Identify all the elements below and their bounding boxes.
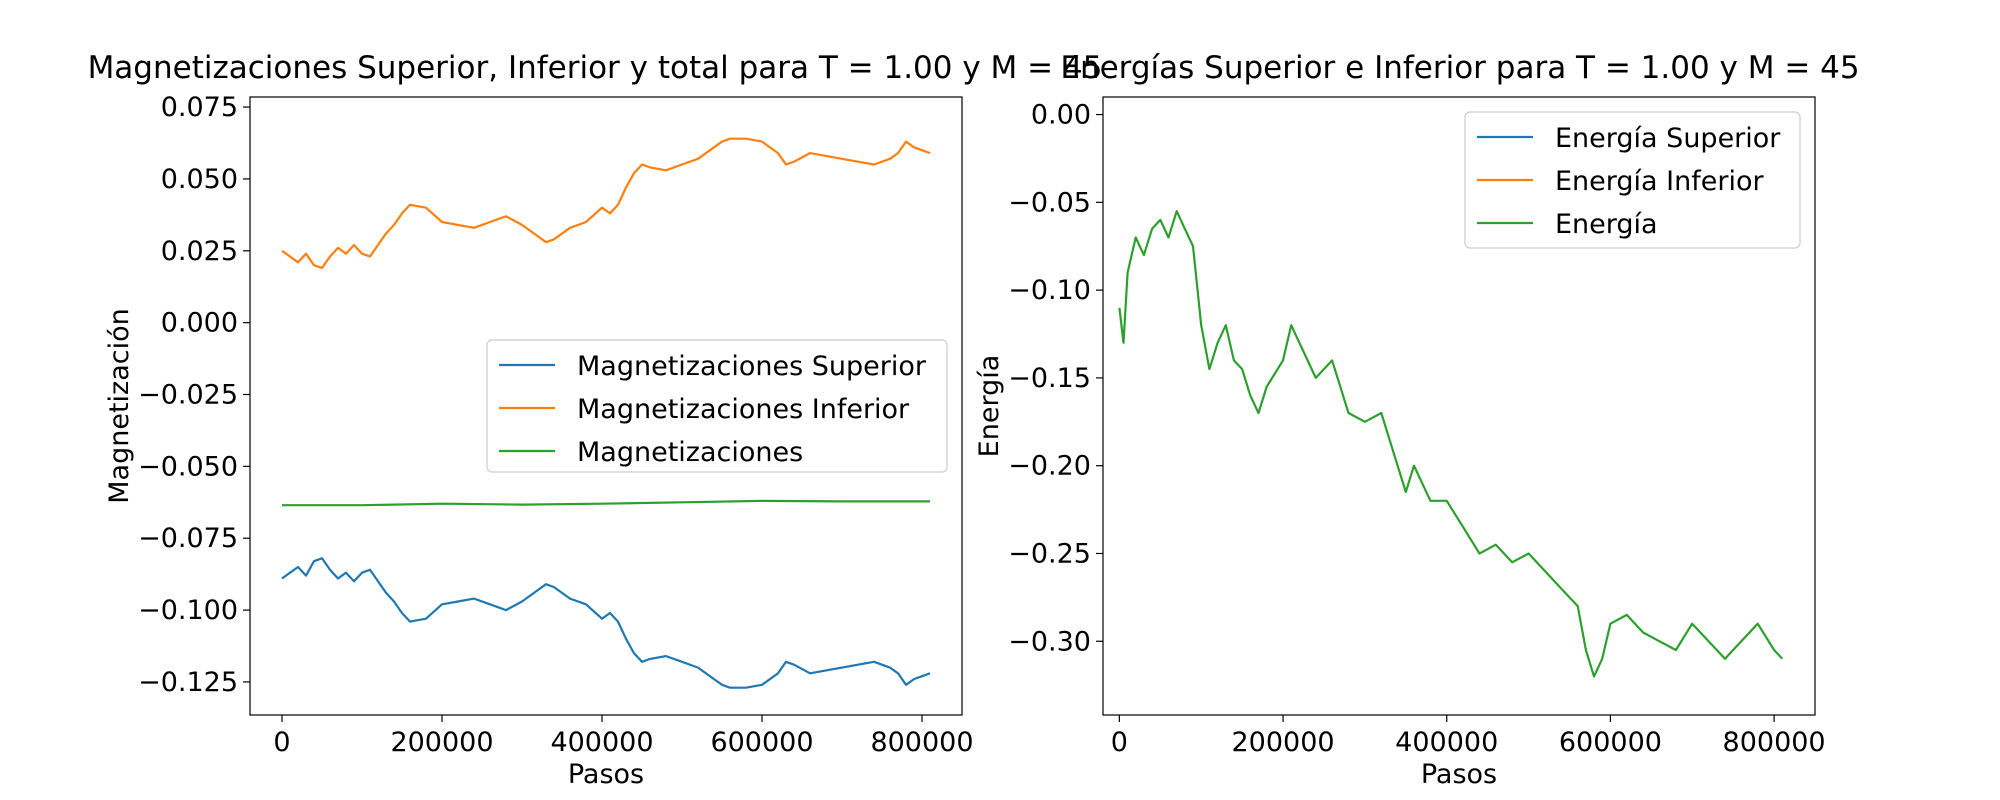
legend: Magnetizaciones Superior Magnetizaciones … [486, 339, 948, 473]
chart-title: Energías Superior e Inferior para T = 1.… [1060, 50, 1859, 86]
legend-label: Magnetizaciones Inferior [577, 394, 910, 425]
y-tick-label: −0.05 [1008, 187, 1091, 218]
x-tick-label: 400000 [1395, 727, 1498, 758]
legend-box [1464, 111, 1801, 249]
x-tick-label: 200000 [390, 727, 493, 758]
y-tick-label: 0.000 [161, 308, 238, 339]
y-tick-label: 0.025 [161, 236, 238, 267]
series-line-energ-a [1118, 210, 1784, 678]
y-tick-label: −0.075 [138, 523, 238, 554]
x-tick-label: 800000 [1723, 727, 1826, 758]
legend-label: Magnetizaciones [577, 437, 803, 468]
legend-label: Energía Inferior [1555, 166, 1764, 197]
chart-title: Magnetizaciones Superior, Inferior y tot… [88, 50, 1103, 86]
y-tick-label: −0.125 [138, 667, 238, 698]
legend-box [486, 339, 948, 473]
series-line-magnetizaciones [282, 499, 930, 507]
y-tick-label: 0.00 [1031, 100, 1091, 131]
x-tick-label: 600000 [1559, 727, 1662, 758]
series-line-magnetizaciones-inferior [281, 137, 931, 270]
plot-frame [1102, 96, 1816, 716]
y-tick-label: −0.30 [1008, 626, 1091, 657]
magnetization-chart: Magnetizaciones Superior, Inferior y tot… [88, 50, 1103, 790]
y-axis-label: Energía [974, 355, 1005, 458]
y-tick-label: 0.075 [161, 92, 238, 123]
y-tick-label: −0.15 [1008, 363, 1091, 394]
series-line-magnetizaciones-superior [281, 557, 931, 689]
y-tick-label: −0.10 [1008, 275, 1091, 306]
x-tick-label: 200000 [1232, 727, 1335, 758]
x-tick-label: 400000 [550, 727, 653, 758]
y-axis-label: Magnetización [104, 308, 135, 504]
y-tick-label: 0.050 [161, 164, 238, 195]
x-tick-label: 0 [1111, 727, 1128, 758]
y-tick-label: −0.025 [138, 380, 238, 411]
x-axis-label: Pasos [568, 759, 644, 790]
legend: Energía Superior Energía Inferior Energía [1464, 111, 1801, 249]
legend-label: Energía [1555, 209, 1658, 240]
plot-frame [249, 96, 963, 716]
y-tick-label: −0.100 [138, 595, 238, 626]
y-tick-label: −0.050 [138, 451, 238, 482]
y-tick-label: −0.20 [1008, 451, 1091, 482]
x-tick-label: 800000 [870, 727, 973, 758]
y-tick-label: −0.25 [1008, 538, 1091, 569]
x-tick-label: 600000 [710, 727, 813, 758]
energy-chart: Energías Superior e Inferior para T = 1.… [974, 50, 1860, 790]
x-axis-label: Pasos [1421, 759, 1497, 790]
legend-label: Magnetizaciones Superior [577, 351, 927, 382]
x-tick-label: 0 [273, 727, 290, 758]
legend-label: Energía Superior [1555, 123, 1781, 154]
